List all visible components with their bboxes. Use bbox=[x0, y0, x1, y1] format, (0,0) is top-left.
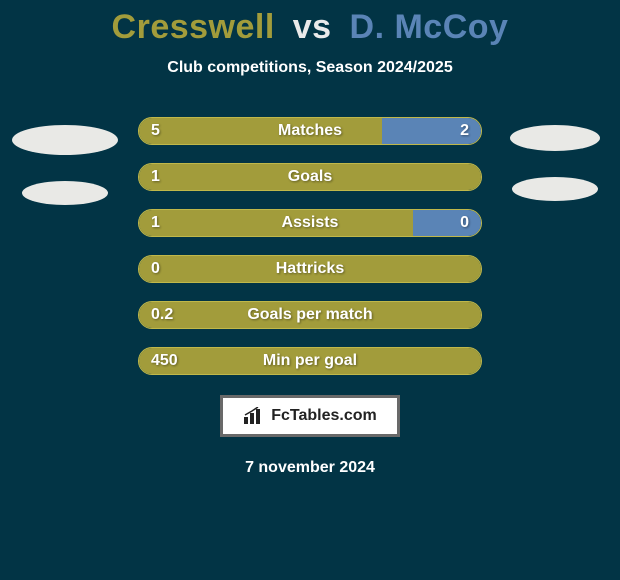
stat-label: Goals bbox=[139, 164, 481, 190]
stat-row: 450Min per goal bbox=[138, 347, 482, 375]
subtitle: Club competitions, Season 2024/2025 bbox=[0, 59, 620, 77]
stat-label: Assists bbox=[139, 210, 481, 236]
footer-date: 7 november 2024 bbox=[0, 459, 620, 477]
vs-text: vs bbox=[293, 8, 332, 46]
stat-rows: 52Matches 1Goals 10Assists 0Hattricks 0.2Goa… bbox=[138, 117, 482, 375]
player1-name: Cresswell bbox=[112, 8, 275, 46]
stat-label: Min per goal bbox=[139, 348, 481, 374]
brand-badge: FcTables.com bbox=[220, 395, 400, 437]
comparison-content: 52Matches 1Goals 10Assists 0Hattricks 0.2Goa… bbox=[0, 117, 620, 377]
stat-row: 1Goals bbox=[138, 163, 482, 191]
stat-row: 0Hattricks bbox=[138, 255, 482, 283]
left-ovals bbox=[0, 117, 130, 205]
stat-label: Goals per match bbox=[139, 302, 481, 328]
stat-label: Hattricks bbox=[139, 256, 481, 282]
placeholder-oval bbox=[22, 181, 108, 205]
stat-row: 10Assists bbox=[138, 209, 482, 237]
placeholder-oval bbox=[510, 125, 600, 151]
chart-icon bbox=[243, 407, 265, 425]
right-ovals bbox=[490, 117, 620, 201]
stat-row: 0.2Goals per match bbox=[138, 301, 482, 329]
brand-text: FcTables.com bbox=[271, 407, 377, 425]
placeholder-oval bbox=[12, 125, 118, 155]
stat-row: 52Matches bbox=[138, 117, 482, 145]
stat-label: Matches bbox=[139, 118, 481, 144]
placeholder-oval bbox=[512, 177, 598, 201]
comparison-title: Cresswell vs D. McCoy bbox=[0, 0, 620, 47]
player2-name: D. McCoy bbox=[350, 8, 509, 46]
